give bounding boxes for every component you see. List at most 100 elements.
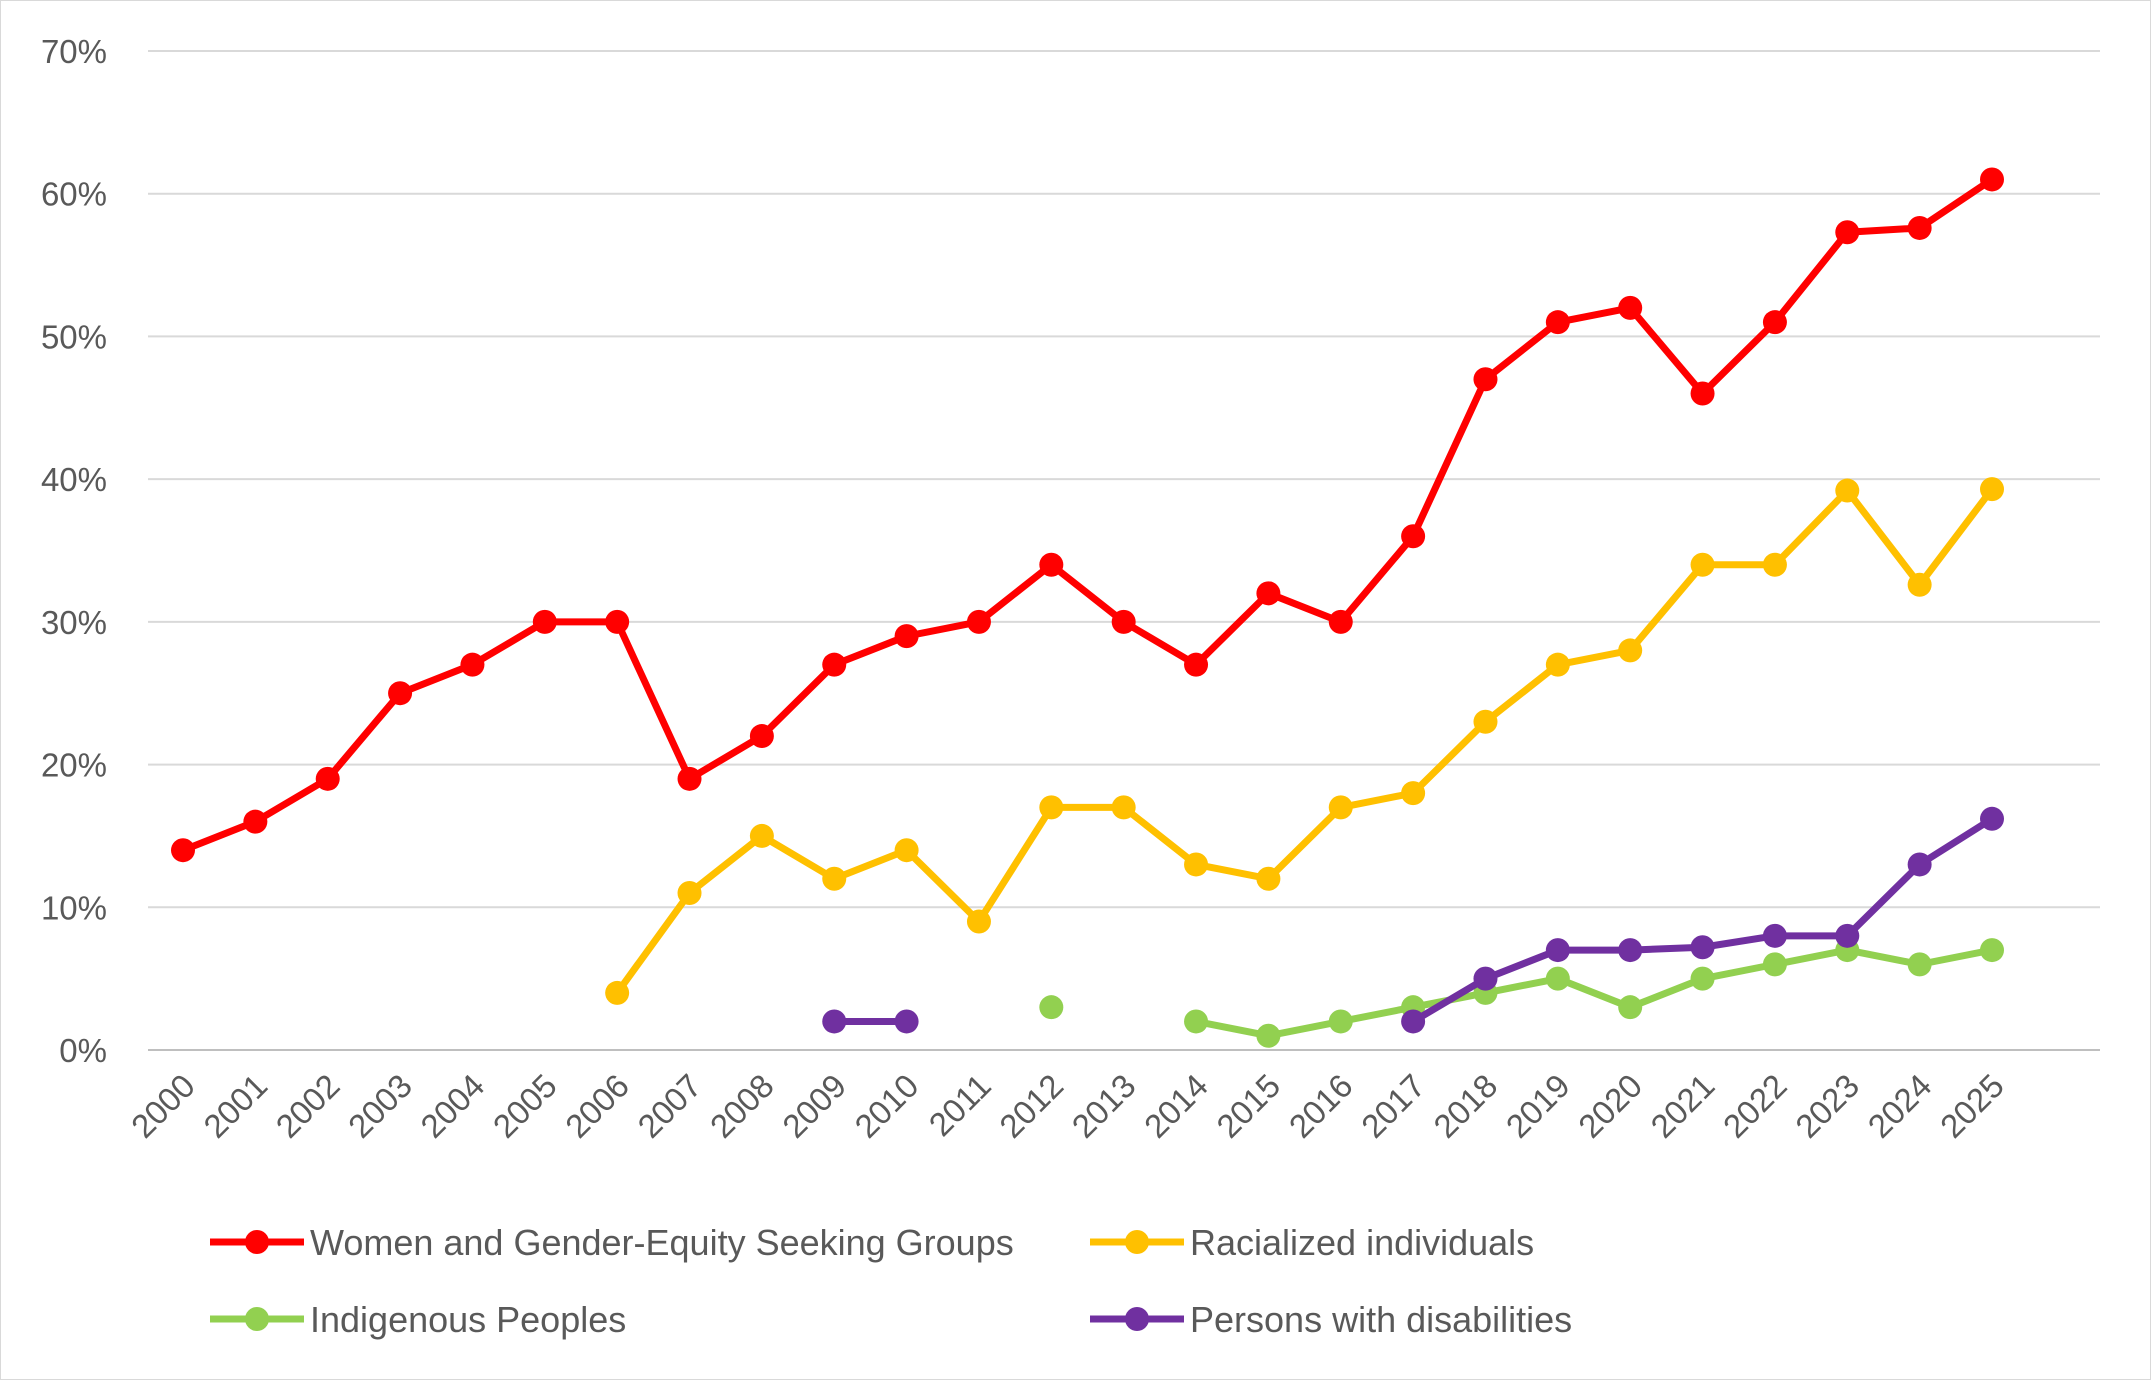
series-line-segment: [1554, 304, 1634, 326]
series-line-segment: [686, 832, 766, 897]
data-point: [1762, 310, 1787, 335]
y-tick-label: 40%: [41, 461, 107, 498]
series-line-segment: [1771, 487, 1851, 569]
legend-label: Indigenous Peoples: [310, 1299, 626, 1340]
data-point: [1545, 310, 1570, 335]
series-line-segment: [1554, 975, 1634, 1011]
series-lines: [171, 167, 2004, 1048]
x-tick-label: 2006: [558, 1067, 636, 1145]
series-line-segment: [179, 818, 259, 854]
x-tick-label: 2012: [992, 1067, 1070, 1145]
data-point: [1256, 581, 1281, 606]
series-line-segment: [758, 661, 838, 740]
legend-swatch-marker: [1125, 1307, 1149, 1331]
data-point: [1618, 638, 1643, 663]
data-point: [1401, 524, 1426, 549]
series-line-segment: [1916, 485, 1996, 589]
series-0: [171, 167, 2004, 863]
data-point: [1618, 938, 1643, 963]
series-line-segment: [1264, 589, 1345, 626]
series-line-segment: [1047, 561, 1128, 626]
series-line-segment: [251, 775, 332, 826]
y-tick-label: 0%: [59, 1032, 107, 1069]
data-point: [315, 766, 340, 791]
data-point: [460, 652, 485, 677]
x-tick-label: 2024: [1861, 1067, 1939, 1145]
data-point: [1618, 995, 1643, 1020]
data-point: [1184, 1009, 1209, 1034]
series-line-segment: [1409, 975, 1489, 1025]
data-point: [1545, 966, 1570, 991]
series-line-segment: [1626, 943, 1707, 954]
legend-label: Women and Gender-Equity Seeking Groups: [310, 1222, 1014, 1263]
series-line-segment: [1916, 946, 1996, 968]
legend-item: Women and Gender-Equity Seeking Groups: [210, 1222, 1014, 1263]
series-line-segment: [1626, 975, 1707, 1011]
series-line-segment: [686, 732, 766, 783]
data-point: [1907, 852, 1932, 877]
series-line-segment: [1337, 789, 1417, 811]
data-point: [1762, 923, 1787, 948]
data-point: [822, 652, 847, 677]
x-tick-label: 2025: [1933, 1067, 2011, 1145]
data-point: [677, 766, 702, 791]
x-tick-label: 2023: [1788, 1067, 1866, 1145]
legend-swatch-marker: [245, 1307, 269, 1331]
series-line-segment: [1699, 932, 1779, 951]
series-line-segment: [1120, 803, 1200, 868]
y-tick-label: 10%: [41, 889, 107, 926]
y-axis-tick-labels: 0% 10% 20% 30% 40% 50% 60% 70%: [41, 33, 107, 1069]
data-point: [605, 609, 630, 634]
series-line-segment: [903, 618, 983, 640]
series-line-segment: [396, 661, 476, 697]
x-tick-label: 2010: [847, 1067, 925, 1145]
series-line-segment: [1337, 1003, 1417, 1025]
data-point: [605, 980, 630, 1005]
x-tick-label: 2001: [196, 1067, 274, 1145]
x-tick-label: 2017: [1354, 1067, 1432, 1145]
y-tick-label: 20%: [41, 747, 107, 784]
series-line-segment: [1843, 860, 1924, 940]
data-point: [1473, 367, 1498, 392]
series-line-segment: [324, 689, 404, 783]
y-tick-label: 70%: [41, 33, 107, 70]
data-point: [1184, 652, 1209, 677]
x-tick-label: 2013: [1065, 1067, 1143, 1145]
series-line-segment: [1916, 815, 1996, 868]
series-line-segment: [1481, 318, 1562, 383]
x-tick-label: 2002: [269, 1067, 347, 1145]
data-point: [1907, 572, 1932, 597]
data-point: [1473, 709, 1498, 734]
data-point: [1184, 852, 1209, 877]
y-tick-label: 30%: [41, 604, 107, 641]
x-tick-label: 2004: [413, 1067, 491, 1145]
data-point: [1039, 795, 1064, 820]
data-point: [243, 809, 268, 834]
data-point: [966, 609, 991, 634]
data-point: [749, 823, 774, 848]
x-tick-label: 2015: [1209, 1067, 1287, 1145]
data-point: [1690, 552, 1715, 577]
legend-swatch-marker: [1125, 1230, 1149, 1254]
data-point: [822, 1009, 847, 1034]
legend-swatch-marker: [245, 1230, 269, 1254]
data-point: [1328, 609, 1353, 634]
series-line-segment: [1554, 646, 1634, 669]
data-point: [1690, 966, 1715, 991]
series-line-segment: [830, 846, 911, 883]
legend-label: Persons with disabilities: [1190, 1299, 1572, 1340]
x-tick-label: 2005: [486, 1067, 564, 1145]
data-point: [749, 724, 774, 749]
x-tick-label: 2011: [922, 1067, 998, 1143]
data-point: [1328, 1009, 1353, 1034]
data-point: [822, 866, 847, 891]
series-1: [605, 477, 2004, 1005]
data-point: [1762, 952, 1787, 977]
data-point: [1401, 781, 1426, 806]
series-3: [822, 806, 2004, 1034]
series-line-segment: [975, 803, 1055, 926]
series-line-segment: [1626, 304, 1707, 398]
series-line-segment: [1120, 618, 1200, 669]
series-line-segment: [1771, 228, 1851, 326]
